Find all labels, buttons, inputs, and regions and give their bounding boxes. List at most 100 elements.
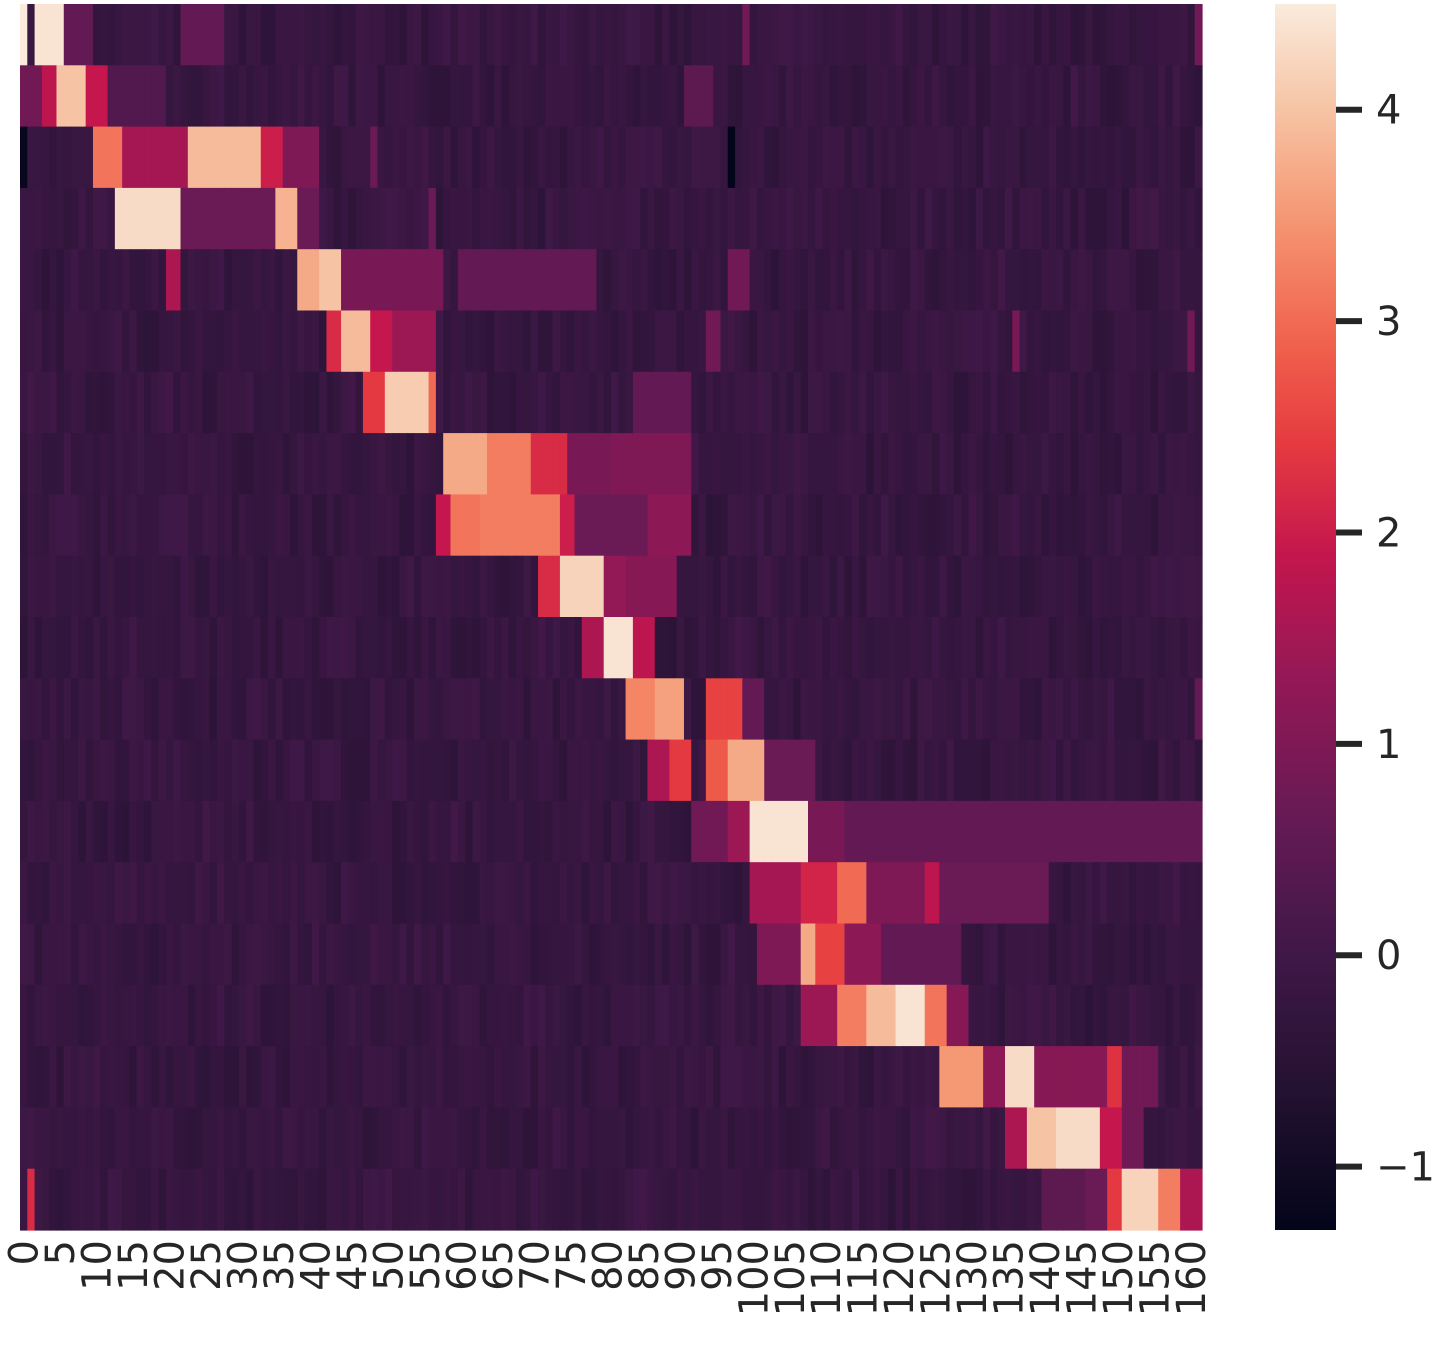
heatmap-cell	[523, 65, 532, 128]
heatmap-cell	[486, 862, 495, 925]
heatmap-cell	[866, 249, 875, 312]
heatmap-cell	[1092, 617, 1101, 679]
heatmap-cell	[1165, 800, 1174, 863]
heatmap-cell	[78, 923, 87, 986]
heatmap-cell	[756, 862, 765, 925]
heatmap-cell	[107, 433, 116, 495]
heatmap-cell	[895, 678, 904, 741]
heatmap-cell	[939, 678, 948, 741]
heatmap-cell	[20, 800, 28, 863]
heatmap-cell	[231, 800, 240, 863]
heatmap-cell	[771, 1046, 780, 1108]
heatmap-cell	[975, 800, 984, 863]
heatmap-cell	[158, 555, 167, 618]
heatmap-cell	[1099, 617, 1108, 679]
heatmap-cells	[20, 4, 1203, 1231]
heatmap-cell	[27, 4, 36, 66]
heatmap-cell	[859, 984, 867, 1047]
heatmap-cell	[815, 1168, 824, 1231]
heatmap-cell	[209, 65, 218, 128]
heatmap-cell	[516, 371, 525, 434]
heatmap-cell	[231, 862, 240, 925]
heatmap-cell	[443, 739, 452, 802]
heatmap-cell	[917, 555, 926, 618]
heatmap-cell	[727, 310, 736, 373]
heatmap-cell	[705, 4, 714, 66]
heatmap-cell	[808, 739, 816, 802]
heatmap-cell	[224, 4, 233, 66]
heatmap-cell	[742, 739, 751, 802]
heatmap-cell	[1187, 739, 1196, 802]
heatmap-cell	[370, 187, 379, 250]
heatmap-cell	[311, 800, 320, 863]
heatmap-cell	[1077, 555, 1086, 618]
heatmap-cell	[727, 249, 736, 312]
heatmap-cell	[348, 126, 357, 189]
heatmap-cell	[297, 800, 306, 863]
heatmap-cell	[603, 1046, 612, 1108]
heatmap-cell	[107, 1168, 116, 1231]
heatmap-cell	[800, 187, 809, 250]
heatmap-cell	[20, 862, 28, 925]
heatmap-cell	[275, 678, 284, 741]
heatmap-cell	[1099, 494, 1108, 557]
heatmap-cell	[443, 4, 452, 66]
heatmap-cell	[392, 187, 401, 250]
heatmap-cell	[406, 923, 415, 986]
heatmap-cell	[165, 862, 174, 925]
heatmap-cell	[173, 739, 182, 802]
heatmap-cell	[151, 433, 160, 495]
heatmap-cell	[122, 310, 131, 373]
heatmap-cell	[764, 1046, 773, 1108]
heatmap-cell	[114, 678, 123, 741]
heatmap-cell	[581, 984, 590, 1047]
heatmap-cell	[1026, 923, 1035, 986]
heatmap-cell	[34, 4, 43, 66]
heatmap-cell	[924, 433, 933, 495]
heatmap-cell	[165, 494, 174, 557]
heatmap-cell	[362, 249, 371, 312]
heatmap-cell	[224, 371, 233, 434]
heatmap-cell	[815, 800, 824, 863]
heatmap-cell	[669, 1168, 678, 1231]
heatmap-cell	[333, 984, 342, 1047]
heatmap-cell	[282, 310, 291, 373]
heatmap-cell	[1048, 739, 1057, 802]
heatmap-cell	[71, 126, 79, 189]
heatmap-cell	[202, 984, 211, 1047]
heatmap-cell	[1136, 1168, 1145, 1231]
heatmap-cell	[508, 310, 517, 373]
heatmap-cell	[662, 862, 670, 925]
heatmap-cell	[479, 371, 488, 434]
heatmap-cell	[246, 433, 255, 495]
heatmap-cell	[465, 371, 473, 434]
heatmap-cell	[932, 1107, 940, 1170]
heatmap-cell	[1048, 800, 1057, 863]
x-tick-label: 125	[914, 1240, 960, 1316]
heatmap-cell	[953, 862, 962, 925]
heatmap-cell	[859, 678, 867, 741]
heatmap-cell	[589, 310, 598, 373]
heatmap-cell	[939, 923, 948, 986]
heatmap-cell	[71, 923, 79, 986]
heatmap-cell	[1150, 65, 1159, 128]
heatmap-cell	[756, 187, 765, 250]
heatmap-cell	[224, 862, 233, 925]
heatmap-cell	[837, 800, 846, 863]
heatmap-cell	[494, 249, 503, 312]
heatmap-cell	[246, 555, 255, 618]
heatmap-cell	[399, 433, 408, 495]
heatmap-cell	[151, 65, 160, 128]
heatmap-cell	[92, 555, 101, 618]
heatmap-cell	[932, 310, 940, 373]
heatmap-cell	[209, 1107, 218, 1170]
heatmap-cell	[764, 494, 773, 557]
heatmap-cell	[370, 923, 379, 986]
heatmap-cell	[202, 494, 211, 557]
heatmap-cell	[778, 739, 787, 802]
heatmap-cell	[764, 1168, 773, 1231]
heatmap-cell	[705, 249, 714, 312]
heatmap-cell	[902, 555, 911, 618]
heatmap-cell	[1187, 923, 1196, 986]
